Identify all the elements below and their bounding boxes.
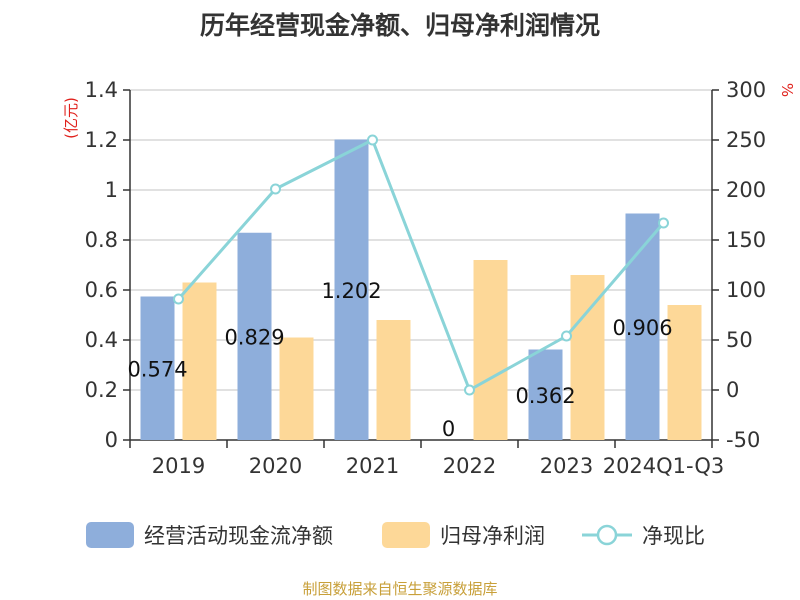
left-axis-tick-label: 0.8 (85, 228, 118, 252)
legend-swatch-net-profit (382, 522, 430, 548)
right-axis-tick-label: 0 (726, 378, 739, 402)
line-point-cash-ratio (270, 183, 281, 195)
legend-label-net-profit: 归母净利润 (440, 524, 545, 548)
line-point-cash-ratio (464, 384, 475, 396)
right-axis-tick-label: -50 (726, 428, 760, 452)
bar-net-profit (570, 275, 605, 440)
chart-title: 历年经营现金净额、归母净利润情况 (199, 11, 600, 40)
bar-operating-cashflow (334, 139, 369, 440)
bar-data-label: 0.362 (515, 384, 575, 408)
right-axis-tick-label: 300 (726, 78, 766, 102)
line-point-cash-ratio (658, 217, 669, 229)
left-axis-tick-label: 1.2 (85, 128, 118, 152)
right-axis-tick-label: 250 (726, 128, 766, 152)
bar-data-label: 0.906 (612, 316, 672, 340)
x-axis-tick-label: 2024Q1-Q3 (603, 454, 725, 478)
legend-swatch-operating-cashflow (86, 522, 134, 548)
bar-operating-cashflow (625, 213, 660, 440)
x-axis-tick-label: 2023 (540, 454, 593, 478)
right-axis-tick-label: 100 (726, 278, 766, 302)
data-source-note: 制图数据来自恒生聚源数据库 (302, 580, 498, 598)
left-axis-tick-label: 1.4 (85, 78, 118, 102)
bar-data-label: 0.574 (127, 357, 187, 381)
right-axis-unit: % (778, 83, 796, 97)
line-point-cash-ratio (561, 330, 572, 342)
x-axis-tick-label: 2020 (249, 454, 302, 478)
line-cash-ratio (177, 137, 665, 393)
right-axis-tick-label: 150 (726, 228, 766, 252)
bar-net-profit (182, 282, 217, 440)
left-axis-unit: (亿元) (62, 97, 80, 139)
left-axis-tick-label: 1 (105, 178, 118, 202)
bar-data-label: 0.829 (224, 325, 284, 349)
right-axis-tick-label: 50 (726, 328, 753, 352)
x-axis-tick-label: 2022 (443, 454, 496, 478)
x-axis-tick-label: 2021 (346, 454, 399, 478)
bar-operating-cashflow (528, 349, 563, 440)
right-axis-tick-label: 200 (726, 178, 766, 202)
bar-data-label: 1.202 (321, 279, 381, 303)
bar-net-profit (279, 337, 314, 440)
left-axis-tick-label: 0.4 (85, 328, 118, 352)
left-axis-tick-label: 0.2 (85, 378, 118, 402)
bar-data-label: 0 (442, 417, 455, 441)
line-point-cash-ratio (173, 293, 184, 305)
x-axis-tick-label: 2019 (152, 454, 205, 478)
bar-net-profit (667, 305, 702, 440)
left-axis-tick-label: 0 (105, 428, 118, 452)
bar-net-profit (473, 260, 508, 440)
left-axis-tick-label: 0.6 (85, 278, 118, 302)
legend-marker-cash-ratio (596, 524, 618, 546)
bar-operating-cashflow (140, 296, 175, 440)
line-point-cash-ratio (367, 134, 378, 146)
legend-label-operating-cashflow: 经营活动现金流净额 (144, 524, 333, 548)
bar-operating-cashflow (237, 232, 272, 440)
legend-label-cash-ratio: 净现比 (642, 524, 705, 548)
bar-net-profit (376, 320, 411, 440)
